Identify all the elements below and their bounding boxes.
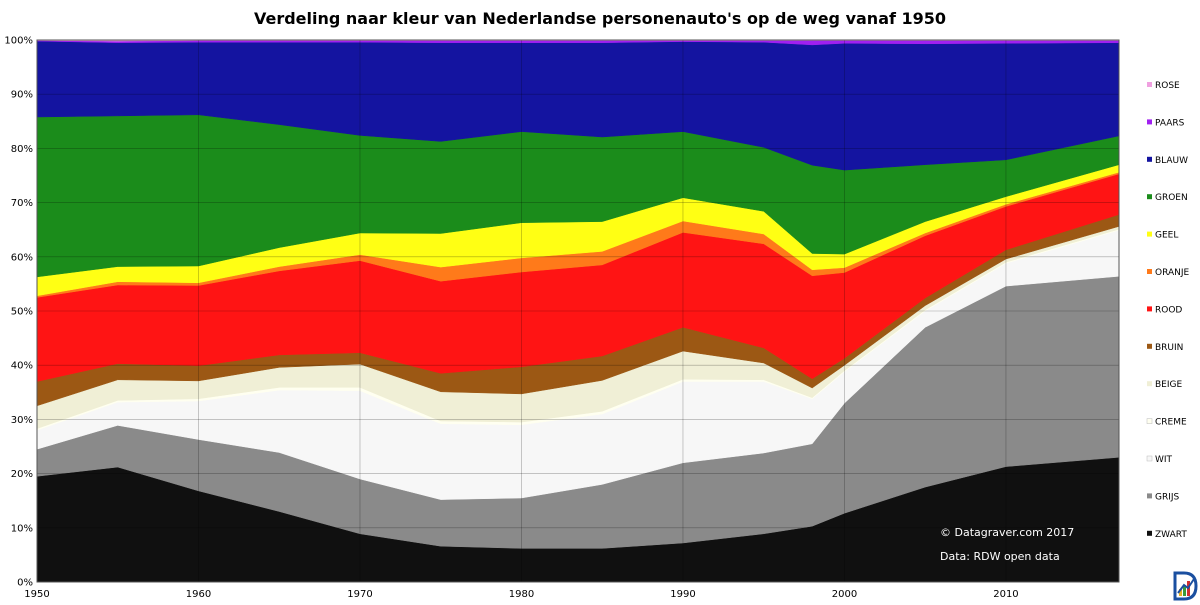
y-tick-label: 20% xyxy=(11,469,33,480)
plot-frame xyxy=(36,39,1120,583)
legend-swatch-zwart xyxy=(1147,530,1152,536)
y-tick-label: 70% xyxy=(11,198,33,209)
y-axis-ticks: 0% 10% 20% 30% 40% 50% 60% 70% 80% 90% 100% xyxy=(4,36,33,589)
y-tick-label: 50% xyxy=(11,307,33,318)
x-tick-label: 1970 xyxy=(347,589,372,600)
x-tick-label: 2000 xyxy=(832,589,857,600)
y-tick-label: 0% xyxy=(17,578,33,589)
legend-swatch-blauw xyxy=(1147,156,1152,162)
legend-label-oranje: ORANJE xyxy=(1155,268,1190,278)
legend-swatch-groen xyxy=(1147,194,1152,200)
legend-label-paars: PAARS xyxy=(1155,118,1185,128)
datagraver-logo-icon xyxy=(1172,571,1198,601)
x-tick-label: 1960 xyxy=(186,589,211,600)
copyright-note: © Datagraver.com 2017 xyxy=(940,526,1074,539)
legend-label-creme: CREME xyxy=(1155,418,1187,428)
y-tick-label: 10% xyxy=(11,523,33,534)
legend-swatch-bruin xyxy=(1147,343,1152,349)
y-tick-label: 90% xyxy=(11,90,33,101)
legend-swatch-oranje xyxy=(1147,269,1152,274)
legend-swatch-wit xyxy=(1146,455,1153,462)
legend-swatch-geel xyxy=(1147,231,1152,237)
x-tick-label: 1980 xyxy=(509,589,534,600)
x-tick-label: 1990 xyxy=(670,589,695,600)
y-tick-label: 60% xyxy=(11,252,33,263)
gridlines xyxy=(37,40,1119,582)
legend-label-wit: WIT xyxy=(1155,455,1173,465)
legend-label-beige: BEIGE xyxy=(1155,380,1182,390)
legend-label-bruin: BRUIN xyxy=(1155,343,1183,353)
y-tick-label: 30% xyxy=(11,415,33,426)
legend-label-rood: ROOD xyxy=(1155,305,1182,315)
legend-label-grijs: GRIJS xyxy=(1155,492,1180,502)
x-axis-ticks: 1950 1960 1970 1980 1990 2000 2010 xyxy=(24,589,1018,600)
legend-label-geel: GEEL xyxy=(1155,231,1178,241)
y-tick-label: 80% xyxy=(11,144,33,155)
legend-swatch-beige xyxy=(1147,381,1152,387)
legend-swatch-rose xyxy=(1147,82,1152,87)
area-layers xyxy=(36,39,1120,583)
legend-label-zwart: ZWART xyxy=(1155,530,1187,540)
legend-swatch-grijs xyxy=(1147,493,1152,499)
legend: ROSE PAARS BLAUW GROEN GEEL ORANJE ROOD BRUIN BE… xyxy=(1146,81,1190,540)
data-source-note: Data: RDW open data xyxy=(940,550,1060,563)
legend-swatch-paars xyxy=(1147,119,1152,125)
x-tick-label: 1950 xyxy=(24,589,49,600)
legend-swatch-creme xyxy=(1146,418,1153,424)
legend-label-rose: ROSE xyxy=(1155,81,1180,91)
x-tick-label: 2010 xyxy=(993,589,1018,600)
y-tick-label: 100% xyxy=(4,36,33,47)
y-tick-label: 40% xyxy=(11,361,33,372)
chart-title: Verdeling naar kleur van Nederlandse per… xyxy=(254,9,946,28)
legend-label-groen: GROEN xyxy=(1155,193,1188,203)
legend-label-blauw: BLAUW xyxy=(1155,156,1188,166)
legend-swatch-rood xyxy=(1147,306,1152,312)
